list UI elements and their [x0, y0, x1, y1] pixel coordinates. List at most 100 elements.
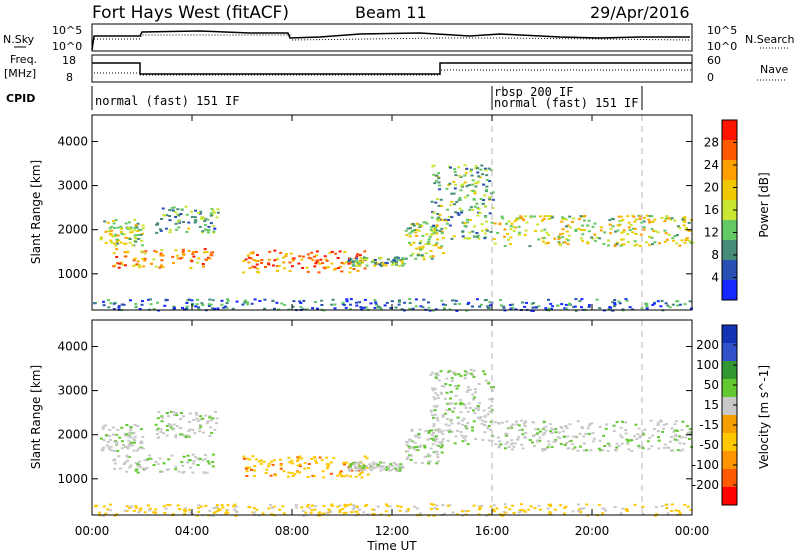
- echo-cell: [384, 261, 388, 264]
- echo-cell: [127, 435, 131, 438]
- echo-cell: [515, 420, 518, 423]
- echo-cell: [455, 513, 459, 516]
- echo-cell: [342, 262, 346, 265]
- echo-cell: [321, 470, 325, 473]
- echo-cell: [187, 221, 191, 224]
- echo-cell: [418, 246, 422, 249]
- echo-cell: [581, 427, 585, 430]
- echo-cell: [438, 213, 442, 216]
- echo-cell: [636, 433, 640, 436]
- echo-cell: [127, 439, 131, 442]
- echo-cell: [642, 226, 646, 229]
- colorbar-segment: [722, 200, 737, 220]
- echo-cell: [143, 459, 147, 462]
- echo-cell: [625, 438, 629, 441]
- echo-cell: [296, 456, 300, 459]
- echo-cell: [656, 430, 660, 432]
- echo-cell: [267, 258, 271, 261]
- echo-cell: [598, 439, 602, 442]
- echo-cell: [541, 433, 545, 436]
- echo-cell: [624, 298, 628, 301]
- echo-cell: [584, 432, 588, 435]
- echo-cell: [515, 218, 519, 221]
- echo-cell: [667, 446, 670, 449]
- echo-cell: [112, 450, 116, 452]
- echo-cell: [614, 449, 618, 452]
- echo-cell: [121, 263, 125, 266]
- echo-cell: [435, 232, 439, 235]
- echo-cell: [453, 442, 457, 445]
- echo-cell: [444, 383, 448, 385]
- echo-cell: [597, 503, 601, 506]
- echo-cell: [583, 215, 587, 217]
- echo-cell: [433, 228, 437, 231]
- power-plot: [93, 115, 695, 312]
- echo-cell: [373, 306, 377, 309]
- station-title: Fort Hays West (fitACF): [92, 3, 289, 23]
- echo-cell: [178, 257, 182, 260]
- echo-cell: [663, 443, 667, 446]
- echo-cell: [102, 446, 106, 449]
- echo-cell: [133, 234, 137, 237]
- echo-cell: [134, 469, 138, 472]
- echo-cell: [634, 233, 638, 235]
- echo-cell: [500, 421, 504, 424]
- echo-cell: [466, 410, 470, 413]
- echo-cell: [348, 469, 352, 472]
- echo-cell: [467, 301, 471, 304]
- echo-cell: [524, 215, 528, 218]
- echo-cell: [200, 231, 204, 234]
- echo-cell: [129, 299, 132, 302]
- echo-cell: [315, 461, 319, 464]
- echo-cell: [313, 265, 317, 268]
- echo-cell: [642, 228, 646, 231]
- echo-cell: [108, 428, 112, 431]
- echo-cell: [476, 171, 480, 174]
- echo-cell: [454, 174, 458, 177]
- echo-cell: [138, 264, 142, 267]
- echo-cell: [300, 506, 304, 509]
- echo-cell: [563, 241, 567, 244]
- echo-cell: [125, 424, 129, 426]
- echo-cell: [242, 455, 246, 458]
- echo-cell: [204, 258, 208, 261]
- echo-cell: [559, 425, 563, 428]
- echo-cell: [532, 215, 536, 218]
- beam-label: Beam 11: [355, 3, 427, 22]
- echo-cell: [463, 225, 467, 227]
- echo-cell: [587, 219, 591, 222]
- echo-cell: [197, 504, 201, 507]
- echo-cell: [408, 298, 412, 301]
- echo-cell: [667, 233, 671, 236]
- echo-cell: [220, 504, 224, 507]
- echo-cell: [654, 230, 658, 233]
- echo-cell: [345, 474, 349, 477]
- echo-cell: [473, 388, 477, 391]
- echo-cell: [463, 222, 467, 225]
- echo-cell: [496, 232, 500, 234]
- echo-cell: [688, 428, 692, 430]
- echo-cell: [376, 505, 380, 508]
- echo-cell: [597, 447, 601, 450]
- echo-cell: [140, 239, 144, 242]
- colorbar-tick-label: -50: [699, 438, 719, 452]
- echo-cell: [388, 505, 392, 508]
- echo-cell: [548, 511, 552, 514]
- echo-cell: [155, 433, 159, 435]
- echo-cell: [177, 226, 181, 229]
- echo-cell: [234, 515, 238, 517]
- echo-cell: [488, 196, 492, 199]
- echo-cell: [678, 442, 682, 445]
- echo-cell: [449, 418, 453, 421]
- echo-cell: [251, 265, 255, 268]
- echo-cell: [581, 239, 585, 242]
- echo-cell: [129, 426, 133, 429]
- echo-cell: [419, 248, 423, 251]
- echo-cell: [267, 263, 271, 266]
- echo-cell: [270, 460, 273, 463]
- echo-cell: [420, 254, 424, 257]
- echo-cell: [500, 514, 504, 517]
- echo-cell: [175, 228, 179, 231]
- echo-cell: [340, 270, 344, 273]
- echo-cell: [209, 426, 212, 429]
